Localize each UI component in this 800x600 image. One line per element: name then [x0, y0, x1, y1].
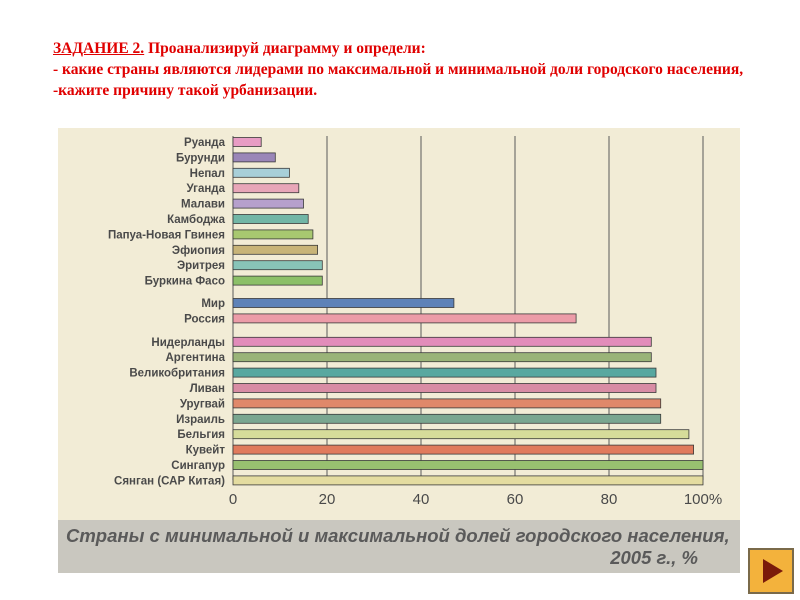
category-label: Мир	[201, 298, 225, 310]
chart-bar	[232, 383, 657, 393]
task-instruction: Проанализируй диаграмму и определи:	[144, 40, 426, 57]
chart-title-year: 2005 г., %	[610, 547, 698, 568]
chart-bar	[232, 275, 323, 286]
chart-bar	[232, 460, 704, 470]
category-label: Сянган (САР Китая)	[114, 475, 225, 487]
category-label: Аргентина	[165, 352, 225, 364]
task-question-2: -кажите причину такой урбанизации.	[53, 82, 318, 99]
play-arrow-icon	[763, 559, 783, 583]
category-label: Бурунди	[176, 152, 225, 164]
category-label: Россия	[184, 313, 225, 325]
chart-bar	[232, 336, 652, 347]
bar-chart: Руанда Бурунди Непал Уганда Малави Камбоджа Па…	[108, 136, 722, 508]
category-label: Ливан	[190, 383, 225, 395]
category-label: Руанда	[184, 137, 226, 149]
category-label: Нидерланды	[151, 337, 225, 349]
chart-bar	[232, 475, 704, 486]
category-label: Израиль	[176, 414, 225, 426]
task-text: ЗАДАНИЕ 2. Проанализируй диаграмму и опр…	[53, 38, 773, 101]
category-label: Буркина Фасо	[145, 276, 225, 288]
chart-figure: Руанда Бурунди Непал Уганда Малави Камбоджа Па…	[58, 128, 740, 573]
chart-bar	[232, 229, 314, 240]
category-label: Папуа-Новая Гвинея	[108, 229, 225, 241]
category-label: Кувейт	[186, 445, 226, 457]
category-label: Малави	[181, 199, 225, 211]
chart-bar	[232, 152, 276, 163]
chart-bar	[232, 444, 695, 455]
category-label: Бельгия	[177, 429, 225, 441]
chart-caption: Страны с минимальной и максимальной доле…	[58, 520, 740, 573]
x-tick-label: 60	[507, 491, 524, 508]
category-label: Сингапур	[171, 460, 225, 472]
category-label: Камбоджа	[167, 214, 225, 226]
x-tick-label: 0	[229, 491, 237, 508]
category-label: Эритрея	[177, 260, 225, 272]
x-tick-label: 80	[601, 491, 618, 508]
chart-bar	[232, 352, 652, 363]
chart-bar	[232, 429, 690, 440]
category-label: Уганда	[186, 183, 225, 195]
chart-bar	[232, 413, 662, 424]
chart-bar	[232, 298, 455, 308]
chart-bar	[232, 367, 657, 378]
chart-bar	[232, 167, 290, 178]
x-tick-label: 20	[319, 491, 336, 508]
task-question-1: - какие страны являются лидерами по макс…	[53, 61, 744, 78]
x-tick-label: 40	[413, 491, 430, 508]
category-label: Эфиопия	[172, 245, 225, 257]
chart-title: Страны с минимальной и максимальной доле…	[66, 525, 730, 546]
chart-bar	[232, 183, 300, 194]
chart-bar	[232, 313, 577, 324]
chart-bar	[232, 398, 662, 409]
chart-bar	[232, 137, 262, 147]
x-tick-label: 100%	[684, 491, 722, 508]
chart-bar	[232, 214, 309, 224]
chart-bar	[232, 244, 318, 255]
chart-bar	[232, 260, 323, 271]
category-label: Непал	[190, 168, 225, 180]
chart-bar	[232, 198, 304, 209]
category-label: Уругвай	[180, 398, 225, 410]
task-heading: ЗАДАНИЕ 2.	[53, 40, 145, 57]
category-label: Великобритания	[129, 368, 225, 380]
next-slide-button[interactable]	[748, 548, 794, 594]
